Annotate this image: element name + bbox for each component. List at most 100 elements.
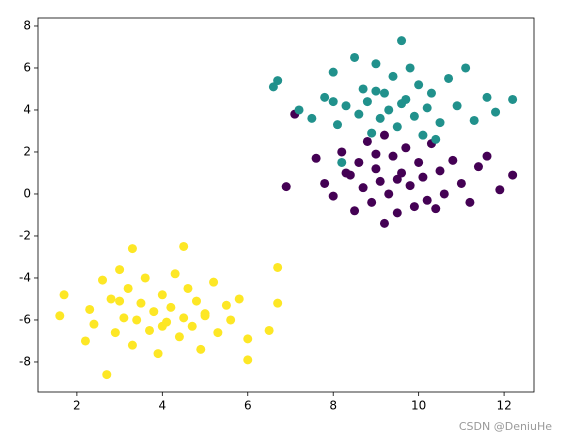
point: [414, 157, 424, 167]
point: [200, 311, 210, 321]
point: [401, 143, 411, 153]
x-tick-label: 4: [159, 399, 167, 413]
point: [388, 71, 398, 81]
y-tick-label: -4: [19, 270, 31, 284]
point: [384, 105, 394, 115]
point: [187, 321, 197, 331]
point: [170, 269, 180, 279]
point: [422, 103, 432, 113]
point: [358, 84, 368, 94]
point: [191, 296, 201, 306]
point: [127, 244, 137, 254]
point: [362, 97, 372, 107]
point: [456, 178, 466, 188]
x-tick-label: 10: [411, 399, 426, 413]
point: [392, 208, 402, 218]
point: [332, 120, 342, 130]
point: [55, 311, 65, 321]
point: [379, 88, 389, 98]
point: [397, 99, 407, 109]
point: [273, 298, 283, 308]
point: [243, 355, 253, 365]
point: [337, 157, 347, 167]
point: [448, 155, 458, 165]
point: [294, 105, 304, 115]
point: [508, 94, 518, 104]
point: [426, 88, 436, 98]
point: [409, 111, 419, 121]
point: [384, 189, 394, 199]
point: [106, 294, 116, 304]
point: [379, 218, 389, 228]
point: [221, 300, 231, 310]
point: [397, 36, 407, 46]
point: [213, 328, 223, 338]
watermark: CSDN @DeniuHe: [459, 420, 552, 433]
point: [362, 136, 372, 146]
x-tick-label: 8: [329, 399, 337, 413]
point: [418, 172, 428, 182]
point: [89, 319, 99, 329]
x-tick-label: 12: [496, 399, 511, 413]
point: [328, 67, 338, 77]
point: [98, 275, 108, 285]
point: [166, 302, 176, 312]
point: [153, 349, 163, 359]
point: [495, 185, 505, 195]
point: [508, 170, 518, 180]
point: [409, 202, 419, 212]
point: [307, 113, 317, 123]
point: [461, 63, 471, 73]
point: [405, 63, 415, 73]
point: [226, 315, 236, 325]
point: [234, 294, 244, 304]
point: [281, 182, 291, 192]
plot-frame: [37, 17, 535, 393]
point: [452, 101, 462, 111]
point: [123, 283, 133, 293]
point: [371, 86, 381, 96]
y-tick-label: -8: [19, 354, 31, 368]
y-tick-label: -2: [19, 228, 31, 242]
point: [405, 181, 415, 191]
point: [174, 332, 184, 342]
point: [345, 170, 355, 180]
point: [311, 153, 321, 163]
point: [119, 313, 129, 323]
point: [140, 273, 150, 283]
x-tick-label: 6: [244, 399, 252, 413]
point: [110, 328, 120, 338]
point: [431, 204, 441, 214]
point: [375, 176, 385, 186]
point: [115, 265, 125, 275]
point: [388, 151, 398, 161]
point: [469, 115, 479, 125]
point: [243, 334, 253, 344]
point: [149, 307, 159, 317]
point: [392, 174, 402, 184]
point: [157, 290, 167, 300]
point: [392, 122, 402, 132]
point: [337, 147, 347, 157]
point: [439, 189, 449, 199]
point: [80, 336, 90, 346]
point: [431, 134, 441, 144]
point: [371, 149, 381, 159]
point: [435, 118, 445, 128]
point: [491, 107, 501, 117]
y-tick-label: 6: [23, 60, 31, 74]
point: [350, 206, 360, 216]
point: [482, 151, 492, 161]
point: [273, 76, 283, 86]
point: [371, 59, 381, 69]
point: [482, 92, 492, 102]
point: [444, 73, 454, 83]
point: [59, 290, 69, 300]
point: [354, 157, 364, 167]
point: [465, 197, 475, 207]
point: [132, 315, 142, 325]
point: [397, 168, 407, 178]
point: [196, 344, 206, 354]
point: [209, 277, 219, 287]
